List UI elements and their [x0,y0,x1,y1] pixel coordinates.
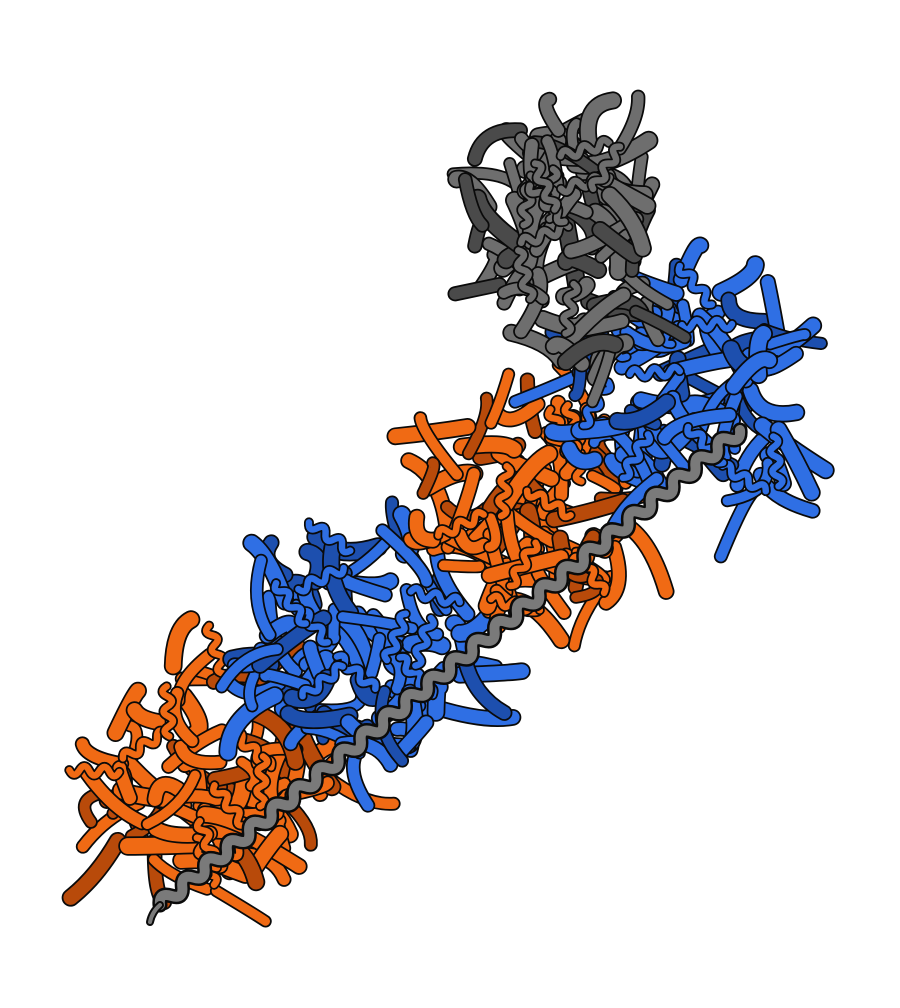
gray-domain [446,89,692,409]
long-gray-helix [146,422,748,926]
